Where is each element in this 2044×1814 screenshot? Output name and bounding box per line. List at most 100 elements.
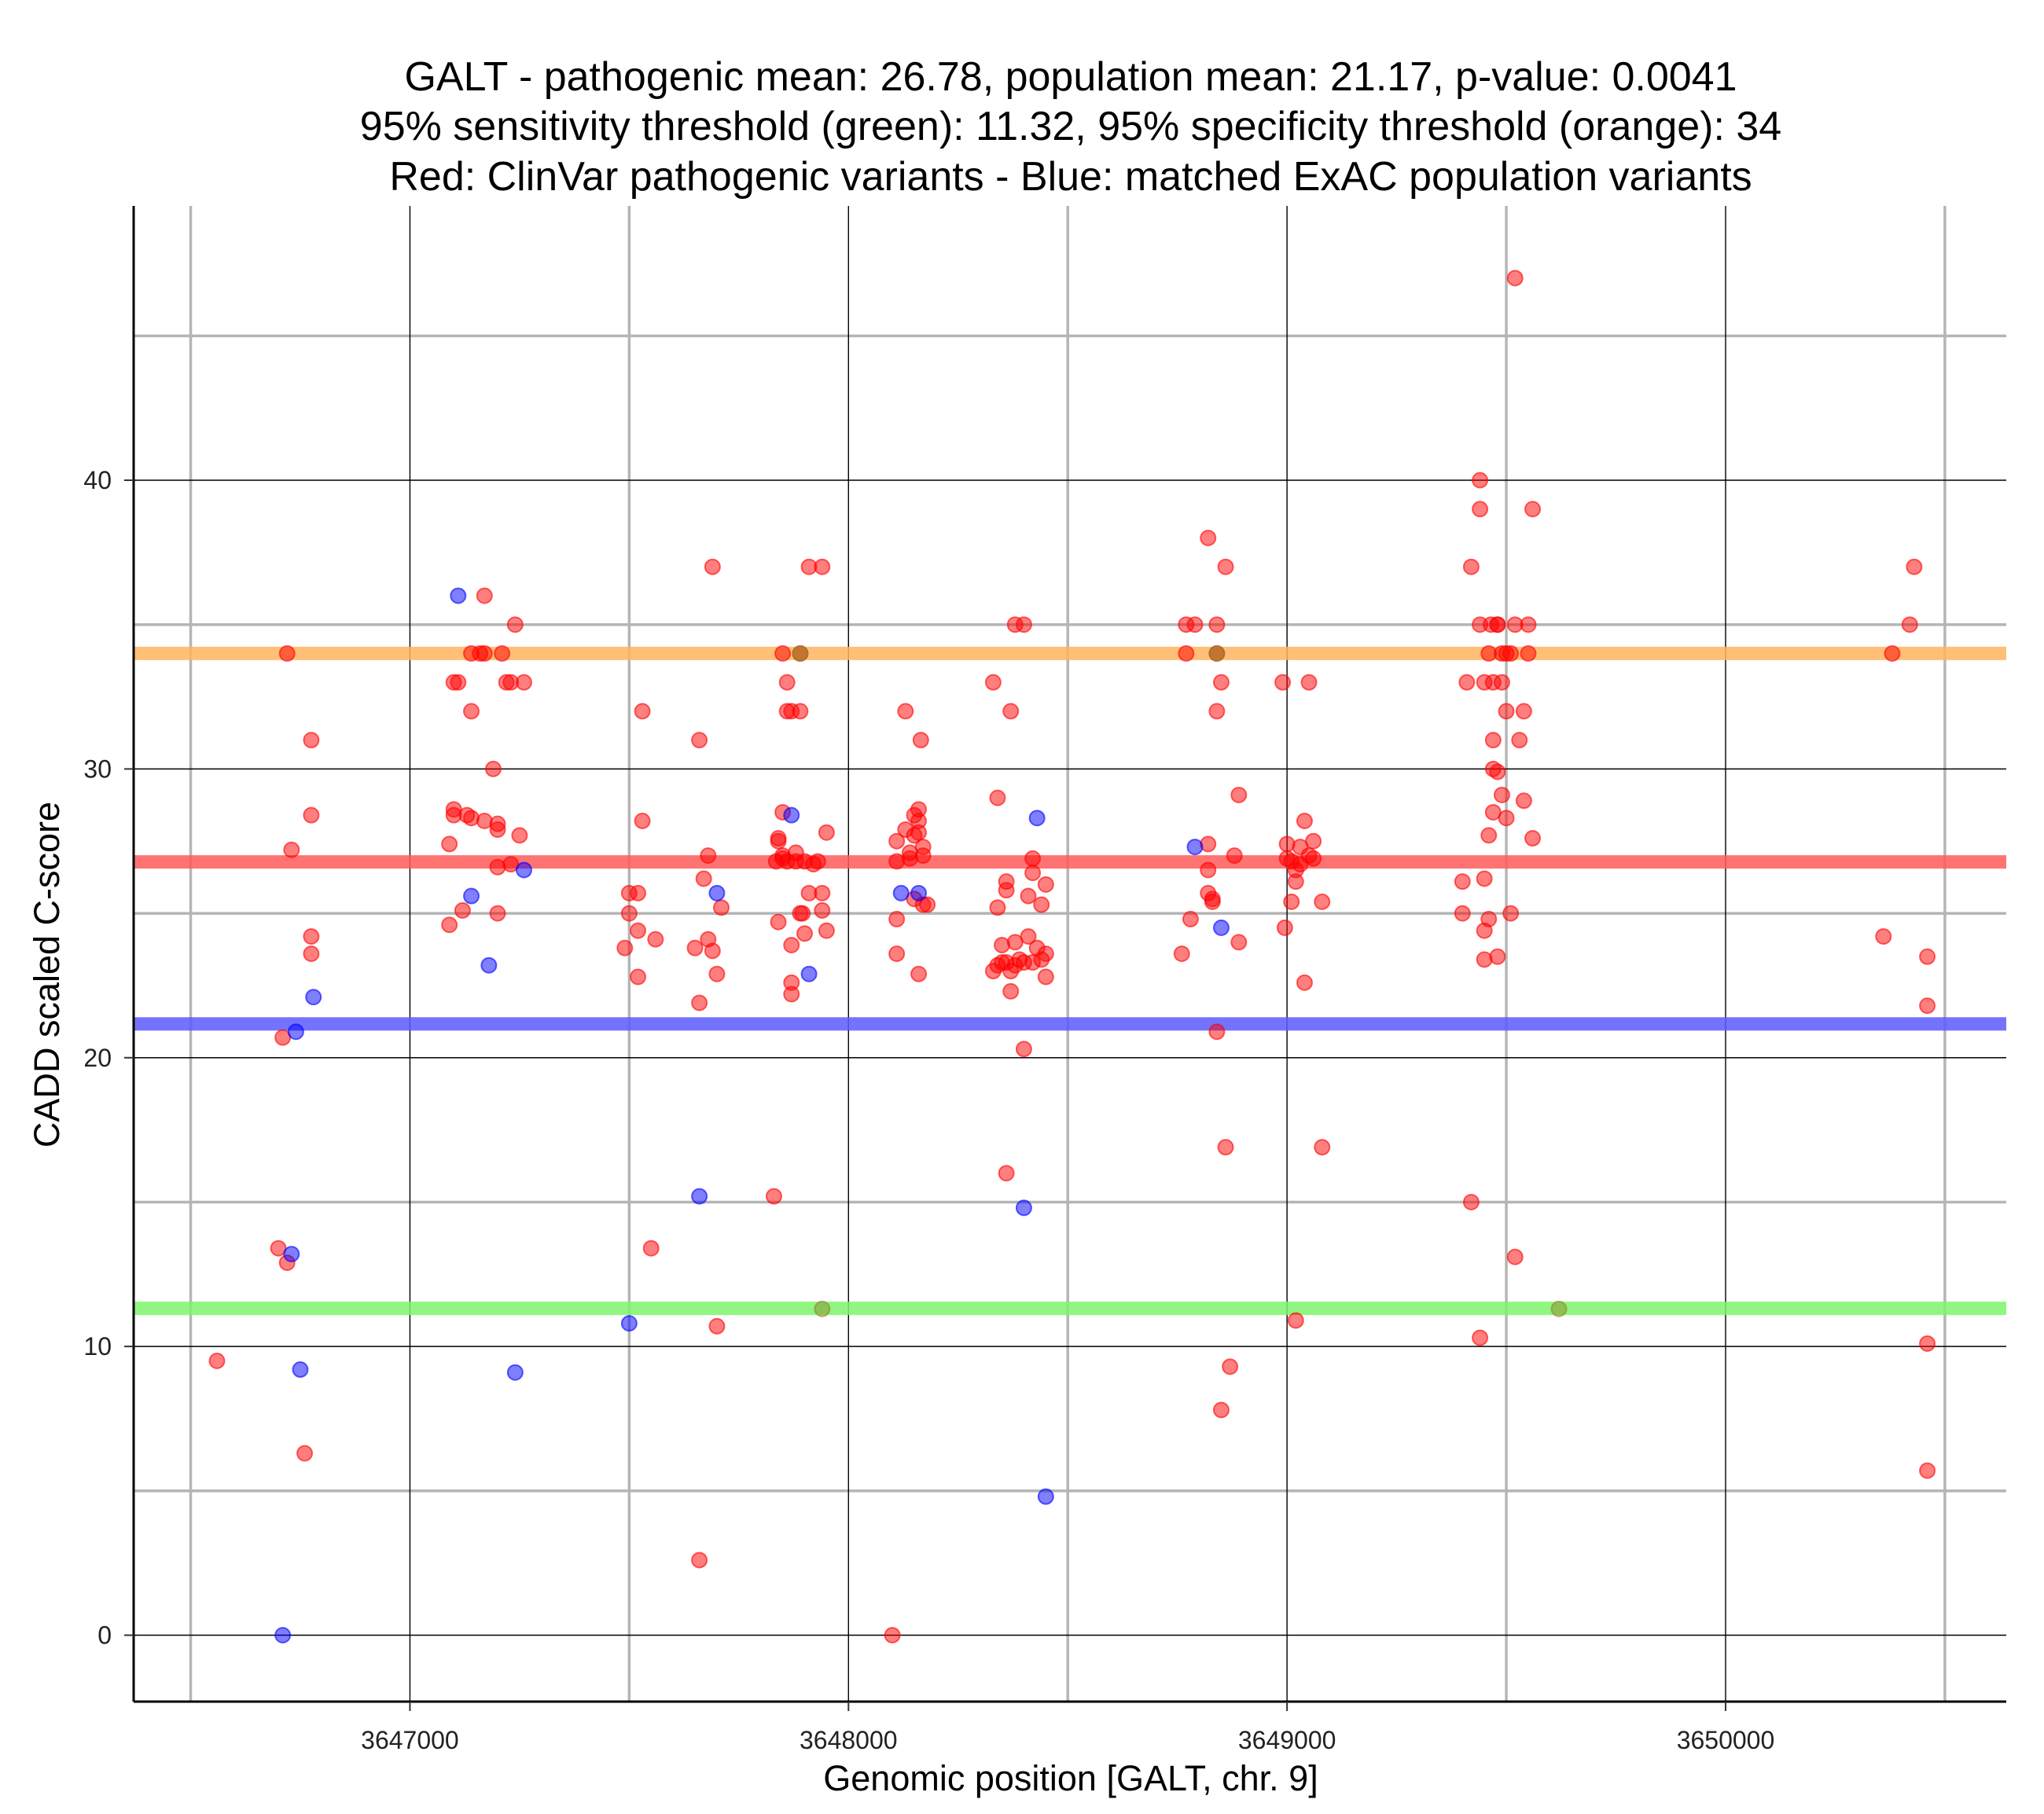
clinvar-pathogenic-variants-point xyxy=(814,558,831,575)
clinvar-pathogenic-variants-point xyxy=(634,703,651,720)
matched-exac-population-variants-point xyxy=(783,806,800,824)
clinvar-pathogenic-variants-point xyxy=(450,674,467,691)
clinvar-pathogenic-variants-point xyxy=(708,965,726,982)
clinvar-pathogenic-variants-point xyxy=(1200,529,1217,546)
clinvar-pathogenic-variants-point xyxy=(1178,644,1195,662)
overlapping-variants-point xyxy=(1208,644,1226,662)
clinvar-pathogenic-variants-point xyxy=(1472,501,1489,518)
clinvar-pathogenic-variants-point xyxy=(476,644,493,662)
clinvar-pathogenic-variants-point xyxy=(912,732,929,749)
threshold-lines: 95% specificity threshold (orange): 34pa… xyxy=(134,646,2006,1316)
clinvar-pathogenic-variants-point xyxy=(616,939,634,957)
y-axis-title: CADD scaled C-score xyxy=(27,802,67,1148)
matched-exac-population-variants-point xyxy=(1028,810,1046,827)
clinvar-pathogenic-variants-point xyxy=(634,813,651,830)
y-tick-label: 40 xyxy=(83,466,112,494)
clinvar-pathogenic-variants-point xyxy=(792,703,809,720)
clinvar-pathogenic-variants-point xyxy=(515,674,532,691)
clinvar-pathogenic-variants-point xyxy=(1300,674,1318,691)
clinvar-pathogenic-variants-point xyxy=(1480,910,1498,927)
clinvar-pathogenic-variants-point xyxy=(1015,1041,1032,1058)
clinvar-pathogenic-variants-point xyxy=(691,994,708,1012)
clinvar-pathogenic-variants-point xyxy=(1489,763,1506,780)
clinvar-pathogenic-variants-point xyxy=(1217,1139,1234,1156)
clinvar-pathogenic-variants-point xyxy=(713,899,730,916)
title-line-2: 95% sensitivity threshold (green): 11.32… xyxy=(360,104,1781,149)
clinvar-pathogenic-variants-point xyxy=(1283,893,1300,910)
matched-exac-population-variants-point xyxy=(283,1246,300,1263)
clinvar-pathogenic-variants-point xyxy=(1520,644,1537,662)
matched-exac-population-variants-point xyxy=(1186,839,1204,856)
clinvar-pathogenic-variants-point xyxy=(476,587,493,604)
clinvar-pathogenic-variants-point xyxy=(630,884,647,901)
overlapping-variants-point xyxy=(1550,1300,1568,1317)
overlapping-variants-point xyxy=(814,1300,831,1317)
clinvar-pathogenic-variants-point xyxy=(1173,946,1190,962)
clinvar-pathogenic-variants-point xyxy=(704,942,721,960)
clinvar-pathogenic-variants-point xyxy=(770,832,787,850)
clinvar-pathogenic-variants-point xyxy=(1037,876,1054,893)
clinvar-pathogenic-variants-point xyxy=(1884,644,1901,662)
matched-exac-population-variants-point xyxy=(292,1361,309,1379)
clinvar-pathogenic-variants-point xyxy=(998,1165,1015,1182)
clinvar-pathogenic-variants-point xyxy=(1454,905,1471,922)
clinvar-pathogenic-variants-point xyxy=(1276,919,1293,936)
clinvar-pathogenic-variants-point xyxy=(1230,934,1248,951)
matched-exac-population-variants-point xyxy=(691,1188,708,1205)
matched-exac-population-variants-point xyxy=(463,887,480,905)
clinvar-pathogenic-variants-point xyxy=(620,905,638,922)
clinvar-pathogenic-variants-point xyxy=(476,813,493,830)
clinvar-pathogenic-variants-point xyxy=(463,810,480,827)
clinvar-pathogenic-variants-point xyxy=(888,910,906,927)
clinvar-pathogenic-variants-point xyxy=(888,832,906,850)
matched-exac-population-variants-point xyxy=(1037,1488,1054,1505)
clinvar-pathogenic-variants-point xyxy=(919,896,936,913)
clinvar-pathogenic-variants-point xyxy=(1222,1358,1239,1375)
clinvar-pathogenic-variants-point xyxy=(1489,616,1506,633)
clinvar-pathogenic-variants-point xyxy=(463,703,480,720)
clinvar-pathogenic-variants-point xyxy=(818,922,835,939)
matched-exac-population-variants-point xyxy=(274,1627,292,1644)
clinvar-pathogenic-variants-point xyxy=(1875,927,1892,945)
clinvar-pathogenic-variants-point xyxy=(454,901,471,919)
clinvar-pathogenic-variants-point xyxy=(1212,1401,1230,1419)
clinvar-pathogenic-variants-point xyxy=(765,1188,782,1205)
clinvar-pathogenic-variants-point xyxy=(888,946,906,962)
clinvar-pathogenic-variants-point xyxy=(1287,1312,1304,1329)
clinvar-pathogenic-variants-point xyxy=(1287,873,1304,890)
axes xyxy=(132,206,2006,1703)
overlapping-variants-point xyxy=(792,644,809,662)
clinvar-pathogenic-variants-point xyxy=(994,936,1011,953)
clinvar-pathogenic-variants-point xyxy=(1002,703,1020,720)
clinvar-pathogenic-variants-point xyxy=(1208,703,1226,720)
clinvar-pathogenic-variants-point xyxy=(1462,1193,1480,1210)
clinvar-pathogenic-variants-point xyxy=(278,644,296,662)
matched-exac-population-variants-point xyxy=(515,861,532,879)
clinvar-pathogenic-variants-point xyxy=(441,916,458,934)
clinvar-pathogenic-variants-point xyxy=(630,968,647,986)
clinvar-pathogenic-variants-point xyxy=(998,882,1015,899)
clinvar-pathogenic-variants-point xyxy=(1314,893,1331,910)
clinvar-pathogenic-variants-point xyxy=(1305,850,1322,867)
clinvar-pathogenic-variants-point xyxy=(1024,865,1042,882)
clinvar-pathogenic-variants-point xyxy=(901,850,918,867)
clinvar-pathogenic-variants-point xyxy=(1901,616,1918,633)
clinvar-pathogenic-variants-point xyxy=(984,674,1002,691)
clinvar-pathogenic-variants-point xyxy=(1493,786,1510,803)
clinvar-pathogenic-variants-point xyxy=(1230,786,1248,803)
y-tick-label: 0 xyxy=(97,1621,112,1650)
clinvar-pathogenic-variants-point xyxy=(1200,861,1217,879)
clinvar-pathogenic-variants-point xyxy=(1511,732,1528,749)
clinvar-pathogenic-variants-point xyxy=(489,858,506,876)
clinvar-pathogenic-variants-point xyxy=(1454,873,1471,890)
matched-exac-population-variants-point xyxy=(480,957,498,974)
clinvar-pathogenic-variants-point xyxy=(1493,674,1510,691)
clinvar-pathogenic-variants-point xyxy=(1015,616,1032,633)
clinvar-pathogenic-variants-point xyxy=(783,986,800,1003)
clinvar-pathogenic-variants-point xyxy=(914,847,932,865)
matched-exac-population-variants-point xyxy=(910,884,928,901)
clinvar-pathogenic-variants-point xyxy=(910,965,928,982)
clinvar-pathogenic-variants-point xyxy=(1458,674,1476,691)
